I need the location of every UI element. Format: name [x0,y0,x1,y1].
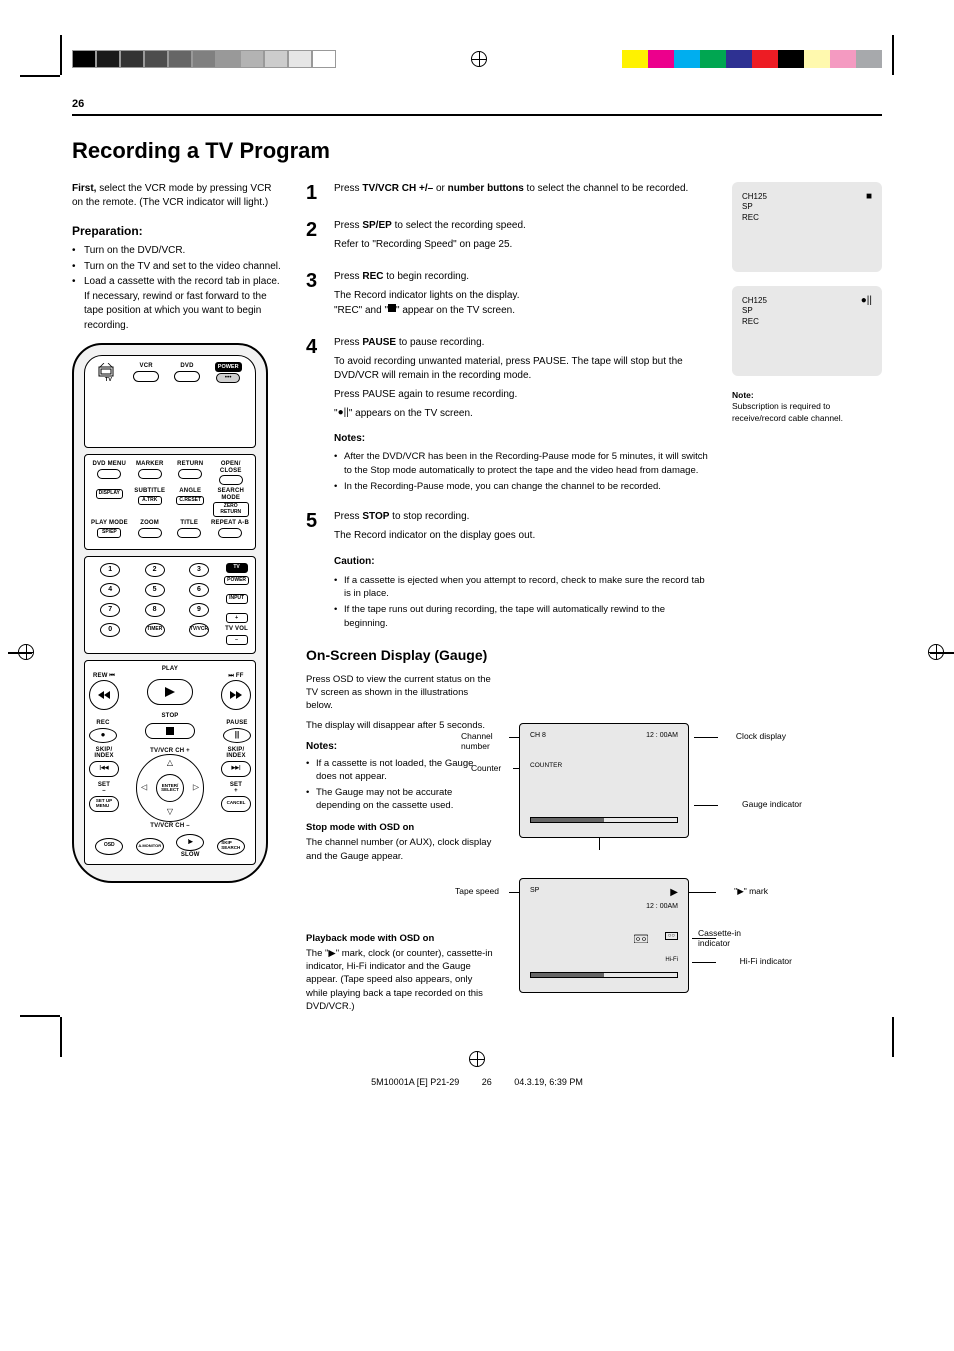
search-mode-button[interactable]: ZERO RETURN [213,502,250,517]
rec-pause-icon: ●|| [861,294,872,307]
tv-icon: TV [98,363,118,383]
color-bar [622,50,882,68]
timer-button[interactable]: TIMER [145,623,165,637]
remote-control-illustration: TV VCR DVD POWER••• DVD MENUMARKERRETURN… [72,343,268,883]
tv-power-button[interactable]: POWER [224,576,249,586]
step-3: 3 Press REC to begin recording. The Reco… [306,270,708,322]
ff-button[interactable] [221,680,251,710]
dvd-mode-button[interactable] [174,371,200,382]
num-3-button[interactable]: 3 [189,563,209,577]
stop-button[interactable] [145,723,195,739]
num-7-button[interactable]: 7 [100,603,120,617]
num-5-button[interactable]: 5 [145,583,165,597]
step-1: 1 Press TV/VCR CH +/– or number buttons … [306,182,708,205]
tv-vol-plus-button[interactable]: + [226,613,248,623]
num-4-button[interactable]: 4 [100,583,120,597]
marker-button[interactable] [138,469,162,479]
grayscale-bar [72,50,336,68]
power-button[interactable]: POWER [215,362,242,372]
rec-pause-icon: ●|| [338,406,349,421]
osd-play-diagram: Tape speed "▶" mark Cassette-in indicato… [519,878,708,993]
registration-mark-icon [928,644,944,660]
repeat-a-b-button[interactable] [218,528,242,538]
open-close-button[interactable] [219,475,243,485]
preparation-list: •Turn on the DVD/VCR.•Turn on the TV and… [72,244,282,333]
tv-screen-pause: ●|| CH125 SP REC [732,286,882,376]
skip-next-button[interactable]: ▶▶| [221,761,251,777]
dvd-menu-button[interactable] [97,469,121,479]
tvvcr-button[interactable]: TV/VCR [189,623,209,637]
cassette-icon [634,933,648,945]
subtitle-button[interactable]: A.TRK [138,496,162,506]
registration-mark-icon [18,644,34,660]
osd-button[interactable]: OSD [95,838,123,855]
registration-mark-icon [471,51,487,67]
dpad[interactable]: △ ▽ ◁ ▷ ENTER/ SELECT [136,754,204,822]
skip-prev-button[interactable]: |◀◀ [89,761,119,777]
step-2: 2 Press SP/EP to select the recording sp… [306,219,708,256]
step-4: 4 Press PAUSE to pause recording. To avo… [306,336,708,496]
play-mode-button[interactable]: SP/EP [97,528,121,538]
power-led: ••• [216,373,240,383]
amonitor-button[interactable]: A.MONITOR [136,838,164,855]
step-5: 5 Press STOP to stop recording. The Reco… [306,510,708,633]
play-button[interactable] [147,679,193,705]
print-registration-marks [72,50,882,68]
pause-button[interactable]: || [223,728,251,743]
num-1-button[interactable]: 1 [100,563,120,577]
skip-search-button[interactable]: SKIP SEARCH [217,838,245,855]
stop-icon: ■ [866,190,872,203]
footer-print-info: 5M10001A [E] P21-29 26 04.3.19, 6:39 PM [72,1051,882,1087]
num-2-button[interactable]: 2 [145,563,165,577]
hifi-icon: ○○ [665,932,678,940]
num-6-button[interactable]: 6 [189,583,209,597]
rewind-button[interactable] [89,680,119,710]
tv-vol-minus-button[interactable]: – [226,635,248,645]
num-9-button[interactable]: 9 [189,603,209,617]
slow-button[interactable]: |▶ [176,834,204,851]
display-button[interactable]: DISPLAY [96,489,123,499]
return-button[interactable] [178,469,202,479]
page-title: Recording a TV Program [72,138,882,164]
enter-select-button[interactable]: ENTER/ SELECT [156,774,184,802]
preparation-heading: Preparation: [72,224,282,238]
title-button[interactable] [177,528,201,538]
osd-stop-diagram: Channel number Counter Clock display Gau… [519,723,708,838]
channel-note: Note: Subscription is required to receiv… [732,390,882,424]
tv-label: TV [226,563,248,573]
tv-screen-rec: ■ CH125 SP REC [732,182,882,272]
zoom-button[interactable] [138,528,162,538]
num-8-button[interactable]: 8 [145,603,165,617]
gauge-heading: On-Screen Display (Gauge) [306,647,495,663]
intro-text: First, select the VCR mode by pressing V… [72,182,282,210]
vcr-mode-button[interactable] [133,371,159,382]
play-mark-icon: ▶ [670,887,678,898]
angle-button[interactable]: C.RESET [176,496,204,506]
page-number: 26 [72,98,882,110]
setup-menu-button[interactable]: SET UP MENU [89,796,119,812]
tv-input-button[interactable]: INPUT [226,594,248,604]
cancel-button[interactable]: CANCEL [221,796,251,812]
num-0-button[interactable]: 0 [100,623,120,637]
stop-icon [388,303,396,318]
rec-button[interactable]: ● [89,728,117,743]
